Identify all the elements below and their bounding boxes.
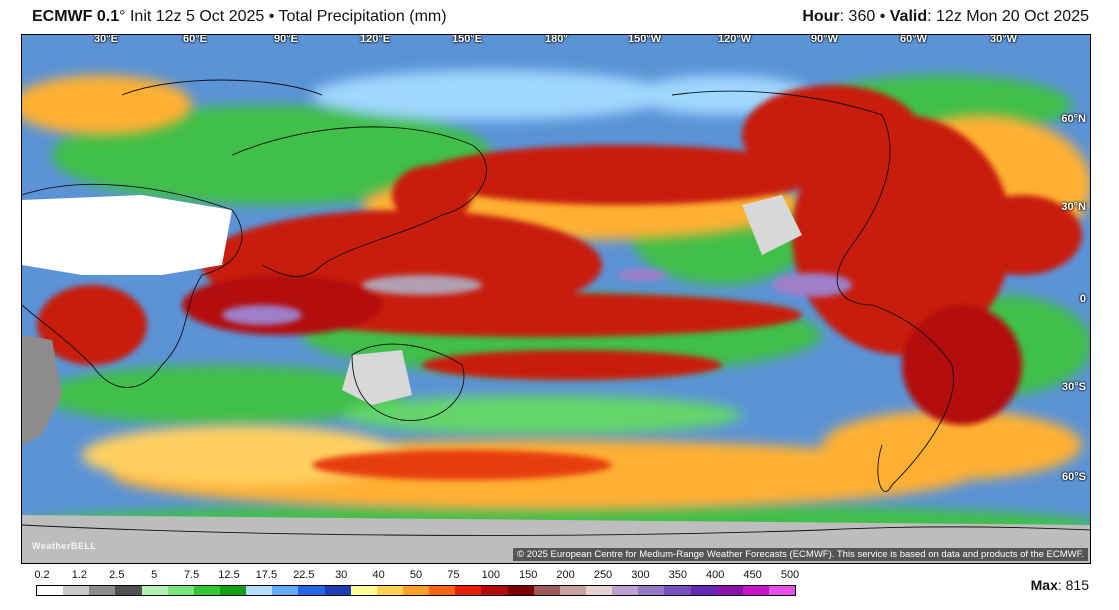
legend-label-11: 75	[447, 569, 460, 581]
lon-label-90e: 90°E	[274, 34, 298, 45]
legend-swatch-7	[219, 586, 247, 595]
legend-swatch-3	[115, 586, 142, 595]
weatherbell-watermark: WeatherBELL	[32, 541, 97, 551]
legend-swatch-27	[742, 586, 769, 595]
header: ECMWF 0.1° Init 12z 5 Oct 2025 • Total P…	[0, 0, 1119, 34]
lon-label-120w: 120°W	[718, 34, 752, 45]
legend-label-3: 5	[151, 569, 158, 581]
legend-swatch-23	[638, 586, 665, 595]
legend-label-4: 7.5	[183, 569, 200, 581]
legend-swatch-0	[37, 586, 64, 595]
legend-swatch-2	[89, 586, 116, 595]
legend-swatch-24	[664, 586, 691, 595]
legend-label-10: 50	[409, 569, 423, 581]
lat-label-30n: 30°N	[1061, 201, 1086, 213]
map-canvas	[22, 35, 1090, 563]
extreme-rain-areas	[222, 269, 852, 325]
lon-label-150w: 150°W	[628, 34, 662, 45]
legend-swatch-18	[507, 586, 534, 595]
legend-swatch-20	[559, 586, 586, 595]
max-number: : 815	[1057, 577, 1089, 593]
legend-label-0: 0.2	[34, 569, 50, 581]
legend-swatch-21	[585, 586, 613, 595]
lon-label-90w: 90°W	[811, 34, 839, 45]
precipitation-map[interactable]: 30°E 60°E 90°E 120°E 150°E 180° 150°W 12…	[21, 34, 1091, 564]
legend-label-15: 250	[593, 569, 613, 581]
forecast-time: Hour: 360 • Valid: 12z Mon 20 Oct 2025	[802, 8, 1089, 26]
legend-swatch-19	[533, 586, 560, 595]
legend-label-5: 12.5	[218, 569, 240, 581]
max-value: Max: 815	[1031, 577, 1089, 593]
bullet-1: •	[268, 8, 275, 25]
init-time: Init 12z 5 Oct 2025	[129, 8, 265, 25]
legend-swatch-6	[193, 586, 220, 595]
legend-label-13: 150	[519, 569, 538, 581]
legend-swatch-13	[376, 586, 403, 595]
lon-label-120e: 120°E	[360, 34, 391, 45]
degree-symbol: °	[119, 8, 126, 25]
legend-label-16: 300	[631, 569, 650, 581]
bullet-2: •	[879, 8, 886, 25]
legend-label-14: 200	[556, 569, 575, 581]
map-title: ECMWF 0.1° Init 12z 5 Oct 2025 • Total P…	[32, 8, 447, 26]
legend-swatch-12	[350, 586, 377, 595]
valid-value: : 12z Mon 20 Oct 2025	[927, 8, 1089, 25]
legend-swatch-9	[272, 586, 299, 595]
copyright-notice: © 2025 European Centre for Medium-Range …	[513, 548, 1088, 561]
max-label: Max	[1030, 577, 1058, 593]
lat-label-60s: 60°S	[1062, 471, 1086, 483]
product-name: Total Precipitation (mm)	[278, 8, 447, 25]
lon-label-150e: 150°E	[452, 34, 483, 45]
legend-swatch-26	[716, 586, 743, 595]
lat-label-60n: 60°N	[1061, 113, 1086, 125]
legend-swatch-10	[298, 586, 325, 595]
legend-label-17: 350	[668, 569, 687, 581]
heavy-rain-areas	[37, 85, 1082, 480]
legend-label-20: 500	[780, 569, 800, 581]
legend-swatch-17	[481, 586, 508, 595]
legend-label-8: 30	[335, 569, 348, 581]
lon-label-180: 180°	[545, 34, 568, 45]
lon-label-60e: 60°E	[183, 34, 207, 45]
model-name: ECMWF 0.1	[32, 8, 120, 25]
legend-swatch-16	[455, 586, 482, 595]
legend-swatch-28	[768, 586, 796, 595]
lon-label-30e: 30°E	[94, 34, 118, 45]
legend-swatch-11	[324, 586, 351, 595]
legend-label-18: 400	[706, 569, 725, 581]
legend-swatch-25	[690, 586, 717, 595]
legend-swatch-1	[63, 586, 90, 595]
legend-label-7: 22.5	[293, 569, 315, 581]
legend-label-1: 1.2	[71, 569, 88, 581]
legend-label-9: 40	[372, 569, 385, 581]
lat-label-equator: 0	[1079, 293, 1086, 305]
lat-label-30s: 30°S	[1062, 381, 1086, 393]
legend-swatch-8	[246, 586, 273, 595]
legend-swatch-4	[141, 586, 168, 595]
legend-swatch-5	[167, 586, 194, 595]
legend-swatch-22	[612, 586, 639, 595]
legend-label-12: 100	[481, 569, 500, 581]
legend-label-19: 450	[743, 569, 762, 581]
coastlines	[22, 79, 1090, 536]
hour-value: : 360	[839, 8, 876, 25]
legend-colorbar	[36, 585, 796, 596]
precip-legend: 0.2 1.2 2.5 5 7.5 12.5 17.5 22.5 30 40 50 75 100 150 2…	[34, 569, 800, 601]
legend-swatch-14	[402, 586, 430, 595]
lon-label-60w: 60°W	[900, 34, 928, 45]
hour-label: Hour	[802, 8, 840, 25]
valid-label: Valid	[889, 8, 928, 25]
lon-label-30w: 30°W	[990, 34, 1018, 45]
legend-swatch-15	[429, 586, 456, 595]
legend-label-6: 17.5	[255, 569, 278, 581]
legend-label-2: 2.5	[109, 569, 125, 581]
